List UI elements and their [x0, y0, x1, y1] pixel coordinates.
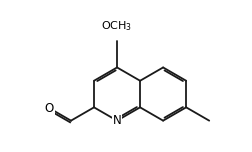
- Text: O: O: [44, 102, 54, 114]
- Text: OCH$_3$: OCH$_3$: [102, 19, 133, 33]
- Text: N: N: [113, 114, 121, 127]
